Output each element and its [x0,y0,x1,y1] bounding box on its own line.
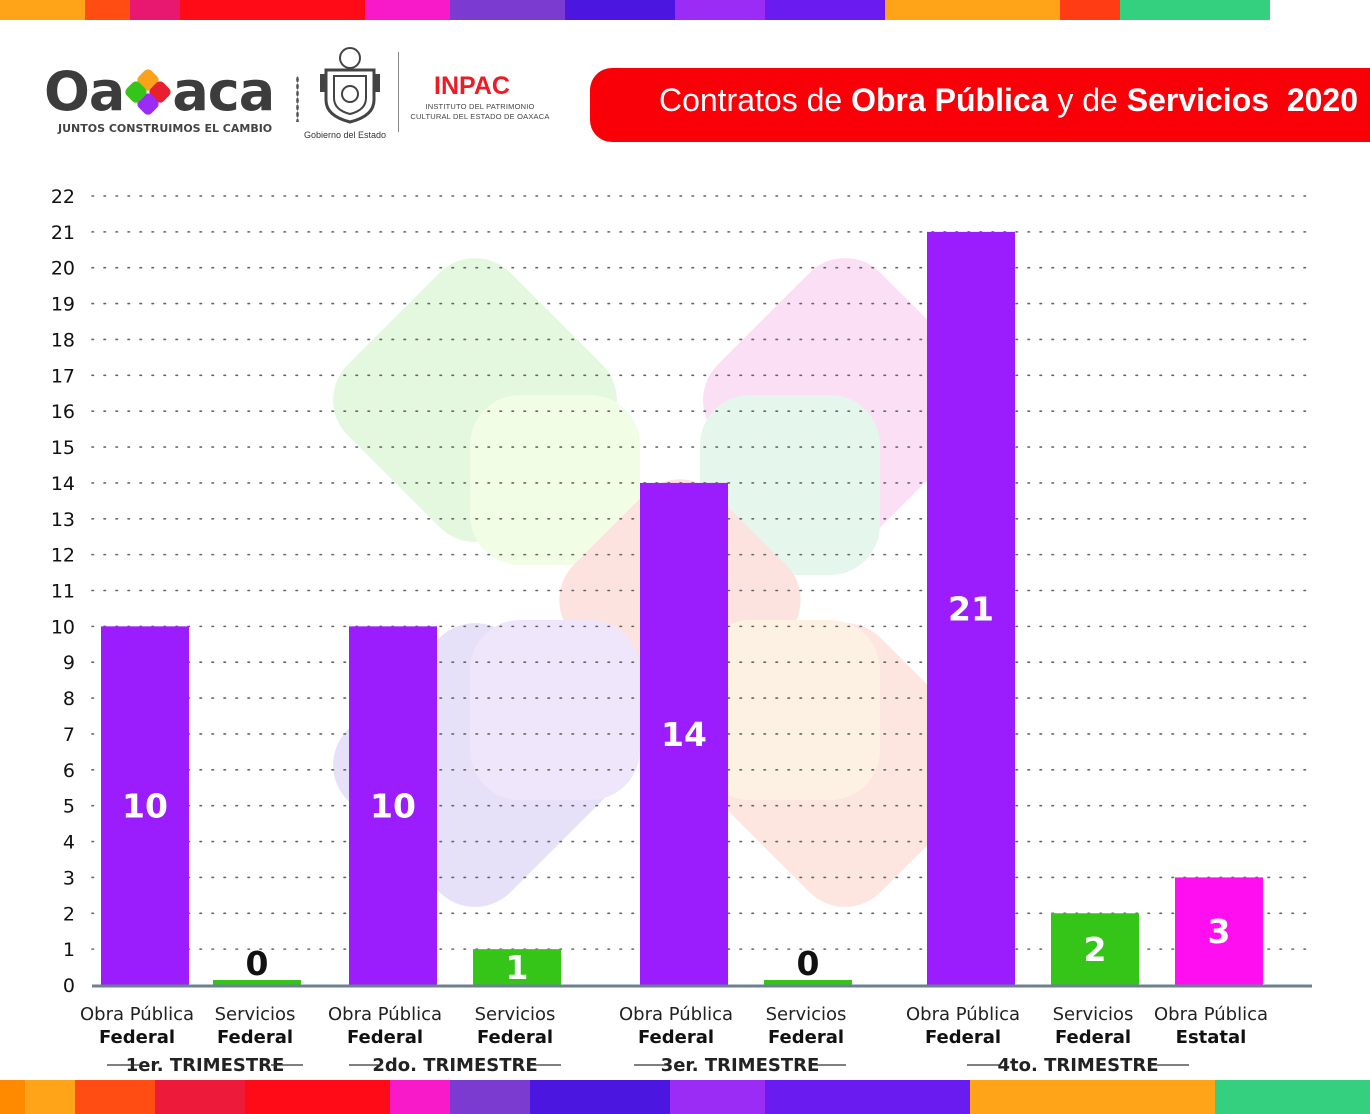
y-tick-label: 5 [63,796,75,818]
bars: 10 0 10 1 14 0 21 2 3 [101,231,1263,987]
bar-value-label: 1 [506,948,529,987]
banner-bold-2: Servicios [1126,82,1270,118]
bar [473,949,561,985]
y-tick-label: 19 [51,294,75,316]
x-label-line-1: Servicios [215,1004,296,1025]
y-tick-label: 16 [51,401,75,423]
bar [349,626,437,985]
bar [764,980,852,985]
bar-value-label: 3 [1208,912,1231,951]
x-label-line-2: Federal [925,1027,1001,1048]
x-axis-labels: Obra PúblicaFederalServiciosFederalObra … [80,1004,1268,1048]
y-tick-label: 10 [51,616,75,638]
y-tick-label: 13 [51,509,75,531]
y-tick-label: 0 [63,975,75,997]
y-tick-label: 3 [63,867,75,889]
inpac-subtitle: INSTITUTO DEL PATRIMONIO CULTURAL DEL ES… [410,102,550,122]
dotted-separator [296,76,299,122]
y-tick-label: 6 [63,760,75,782]
bar-value-label: 10 [122,787,168,826]
y-tick-label: 11 [51,581,75,603]
y-tick-label: 4 [63,832,75,854]
banner-bold-1: Obra Pública [851,82,1049,118]
background-watermark [333,258,987,907]
logo-prefix: Oa [44,60,125,123]
y-tick-label: 9 [63,652,75,674]
x-label-line-2: Federal [768,1027,844,1048]
state-seal-icon [320,47,380,124]
title-banner: Contratos de Obra Pública y de Servicios… [590,68,1370,142]
bottom-color-stripe [0,1080,1370,1114]
seal-caption: Gobierno del Estado [304,130,387,140]
y-tick-label: 20 [51,258,75,280]
oaxaca-logo: Oa aca JUNTOS CONSTRUIMOS EL CAMBIO [44,60,275,136]
logo-suffix: aca [172,60,275,123]
top-color-stripe [0,0,1370,20]
bar-value-label: 0 [797,944,820,983]
bar-value-label: 14 [661,715,707,754]
bar-value-label: 0 [246,944,269,983]
inpac-title: INPAC [434,72,510,100]
x-label-line-1: Obra Pública [328,1004,442,1025]
banner-year: 2020 [1286,82,1358,118]
x-label-line-1: Servicios [1053,1004,1134,1025]
quarter-label: 2do. TRIMESTRE [372,1055,537,1076]
x-label-line-2: Federal [477,1027,553,1048]
x-label-line-2: Federal [638,1027,714,1048]
bar [1051,913,1139,985]
x-label-line-1: Servicios [475,1004,556,1025]
inpac-line-1: INSTITUTO DEL PATRIMONIO [425,102,535,111]
x-label-line-1: Obra Pública [80,1004,194,1025]
grid-lines [91,195,1313,950]
x-label-line-1: Obra Pública [906,1004,1020,1025]
bar-value-label: 2 [1084,930,1107,969]
bar [640,482,728,985]
x-label-line-1: Servicios [766,1004,847,1025]
y-tick-label: 2 [63,903,75,925]
bar [1175,877,1263,985]
x-label-line-2: Federal [347,1027,423,1048]
y-tick-label: 1 [63,939,75,961]
bar-value-label: 21 [948,589,994,628]
y-tick-label: 18 [51,329,75,351]
bar-value-label: 10 [370,787,416,826]
y-tick-label: 22 [51,186,75,208]
y-tick-label: 7 [63,724,75,746]
y-tick-label: 14 [51,473,75,495]
quarter-label: 1er. TRIMESTRE [126,1055,285,1076]
x-label-line-2: Federal [99,1027,175,1048]
y-tick-label: 15 [51,437,75,459]
header-divider [398,52,399,132]
bar [101,626,189,985]
banner-part-2: y de [1048,82,1127,118]
x-label-line-1: Obra Pública [1154,1004,1268,1025]
x-label-line-1: Obra Pública [619,1004,733,1025]
y-tick-label: 21 [51,222,75,244]
y-tick-label: 17 [51,365,75,387]
y-tick-label: 12 [51,545,75,567]
bar [213,980,301,985]
logo-tagline: JUNTOS CONSTRUIMOS EL CAMBIO [58,122,273,135]
x-label-line-2: Federal [1055,1027,1131,1048]
bar [927,231,1015,985]
banner-title: Contratos de Obra Pública y de Servicios… [659,82,1358,119]
banner-part-1: Contratos de [658,82,852,118]
x-label-line-2: Federal [217,1027,293,1048]
inpac-line-2: CULTURAL DEL ESTADO DE OAXACA [410,112,550,121]
y-tick-label: 8 [63,688,75,710]
quarter-label: 4to. TRIMESTRE [997,1055,1158,1076]
quarter-labels: 1er. TRIMESTRE 2do. TRIMESTRE 3er. TRIMEST… [107,1055,1189,1076]
quarter-label: 3er. TRIMESTRE [661,1055,820,1076]
x-label-line-2: Estatal [1176,1027,1247,1048]
